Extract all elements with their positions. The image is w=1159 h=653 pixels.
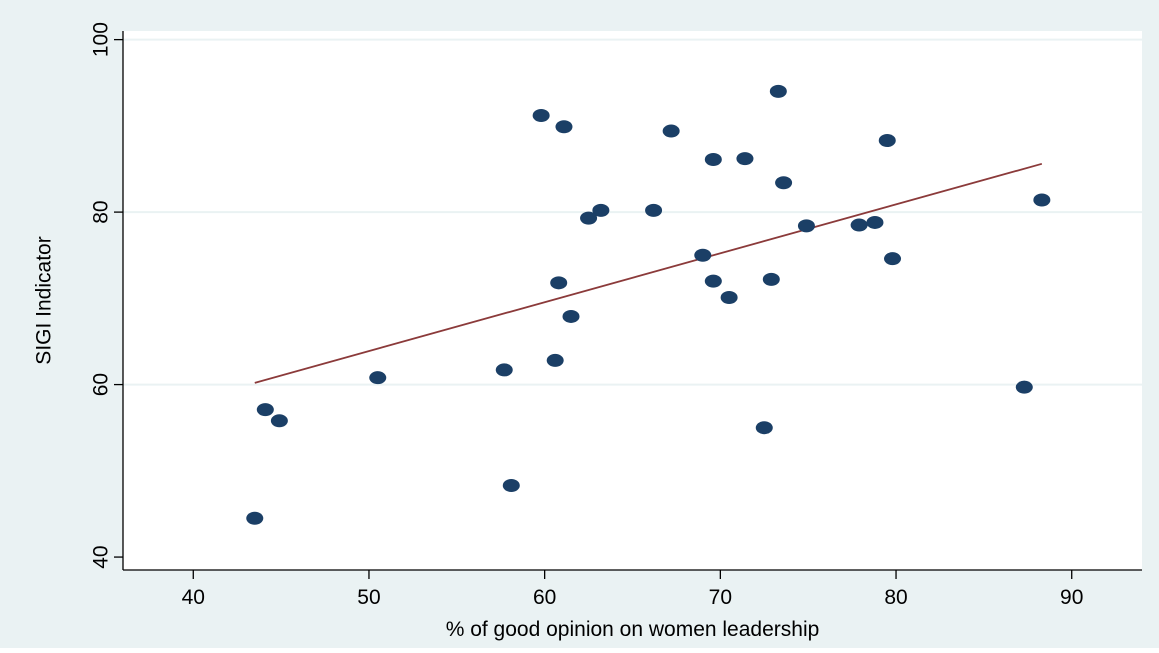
data-point	[550, 276, 568, 290]
fit-line-layer	[254, 162, 1043, 384]
data-point	[580, 211, 598, 225]
data-point	[866, 215, 884, 229]
data-point	[850, 218, 868, 232]
y-tick-label: 80	[90, 200, 113, 223]
y-axis-label: SIGI Indicator	[33, 236, 56, 364]
x-axis-label: % of good opinion on women leadership	[446, 618, 820, 641]
data-point	[369, 371, 387, 385]
data-point	[270, 414, 288, 428]
data-point	[495, 363, 513, 377]
y-tick-label: 60	[90, 373, 113, 396]
data-point	[256, 403, 274, 417]
data-point	[884, 252, 902, 266]
axes: 40 60 80 100 40 50 60 70 80 90	[90, 22, 1142, 609]
data-point	[720, 290, 738, 304]
y-tick-label: 40	[90, 545, 113, 568]
data-point	[694, 248, 712, 262]
fit-line	[254, 162, 1043, 384]
data-point	[769, 84, 787, 98]
data-point	[645, 203, 663, 217]
data-point	[878, 134, 896, 148]
data-point	[1033, 193, 1051, 207]
data-points	[246, 84, 1051, 525]
data-point	[502, 478, 520, 492]
x-tick-label: 70	[709, 586, 732, 609]
data-point	[736, 152, 754, 166]
data-point	[555, 120, 573, 134]
data-point	[704, 274, 722, 288]
data-point	[532, 109, 550, 123]
x-tick-label: 50	[357, 586, 380, 609]
data-point	[592, 203, 610, 217]
gridlines	[123, 38, 1142, 386]
data-point	[662, 124, 680, 138]
data-point	[775, 176, 793, 190]
data-point	[246, 511, 264, 525]
plot-area	[123, 31, 1142, 570]
x-tick-label: 40	[182, 586, 205, 609]
data-point	[704, 152, 722, 166]
x-tick-label: 60	[533, 586, 556, 609]
y-tick-label: 100	[90, 22, 113, 57]
x-tick-label: 80	[884, 586, 907, 609]
data-point	[1015, 380, 1033, 394]
x-tick-label: 90	[1060, 586, 1083, 609]
data-point	[562, 309, 580, 323]
data-point	[546, 353, 564, 367]
data-point	[797, 219, 815, 233]
data-point	[762, 272, 780, 286]
data-point	[755, 421, 773, 435]
